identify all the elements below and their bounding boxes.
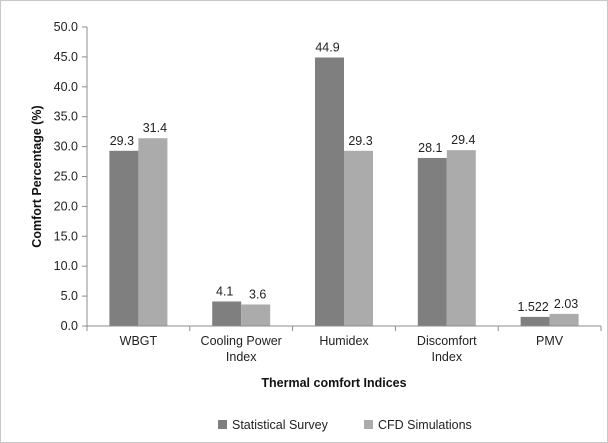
data-labels: 29.3 31.4 4.1 3.6 44.9 29.3 28.1 29.4 1.522 2.03 [110,40,579,313]
legend-label: CFD Simulations [378,418,472,432]
data-label: 31.4 [143,121,167,135]
bar-cfd-simulations [344,150,373,326]
y-axis-ticks: 0.0 5.0 10.0 15.0 20.0 25.0 30.0 35.0 40.0 45.0 50… [54,20,87,333]
bar-cfd-simulations [549,313,579,326]
x-category-label: Index [432,350,463,364]
x-category-label: Index [226,350,257,364]
x-category-label: Discomfort [417,334,477,348]
bar-cfd-simulations [138,138,168,326]
x-category-label: Humidex [319,334,369,348]
x-axis-title: Thermal comfort Indices [261,376,406,390]
data-label: 2.03 [554,297,578,311]
bar-statistical-survey [109,150,139,326]
y-tick-label: 40.0 [54,80,78,94]
bar-statistical-survey [315,57,344,327]
data-label: 3.6 [249,287,266,301]
bar-statistical-survey [520,316,550,326]
legend-swatch [364,420,373,429]
data-label: 28.1 [418,141,442,155]
x-category-label: PMV [536,334,564,348]
data-label: 1.522 [517,300,548,314]
y-tick-label: 0.0 [61,319,78,333]
x-axis-categories: WBGT Cooling Power Index Humidex Discomfort I… [120,334,564,364]
y-axis-title: Comfort Percentage (%) [30,105,44,247]
data-label: 29.4 [451,133,475,147]
bar-cfd-simulations [241,304,271,326]
data-label: 29.3 [110,134,134,148]
legend-swatch [218,420,227,429]
bars [109,57,579,327]
legend: Statistical Survey CFD Simulations [218,418,472,432]
bar-statistical-survey [212,301,242,326]
y-tick-label: 35.0 [54,110,78,124]
y-tick-label: 45.0 [54,50,78,64]
y-tick-label: 50.0 [54,20,78,34]
y-tick-label: 30.0 [54,140,78,154]
legend-label: Statistical Survey [232,418,329,432]
x-category-label: WBGT [120,334,158,348]
axes [86,27,602,331]
data-label: 44.9 [315,40,339,54]
y-tick-label: 20.0 [54,199,78,213]
bar-cfd-simulations [446,150,476,326]
data-label: 29.3 [348,134,372,148]
y-tick-label: 5.0 [61,289,78,303]
bar-statistical-survey [417,157,447,326]
y-tick-label: 25.0 [54,170,78,184]
y-tick-label: 15.0 [54,229,78,243]
x-category-label: Cooling Power [201,334,282,348]
y-tick-label: 10.0 [54,259,78,273]
data-label: 4.1 [216,284,233,298]
